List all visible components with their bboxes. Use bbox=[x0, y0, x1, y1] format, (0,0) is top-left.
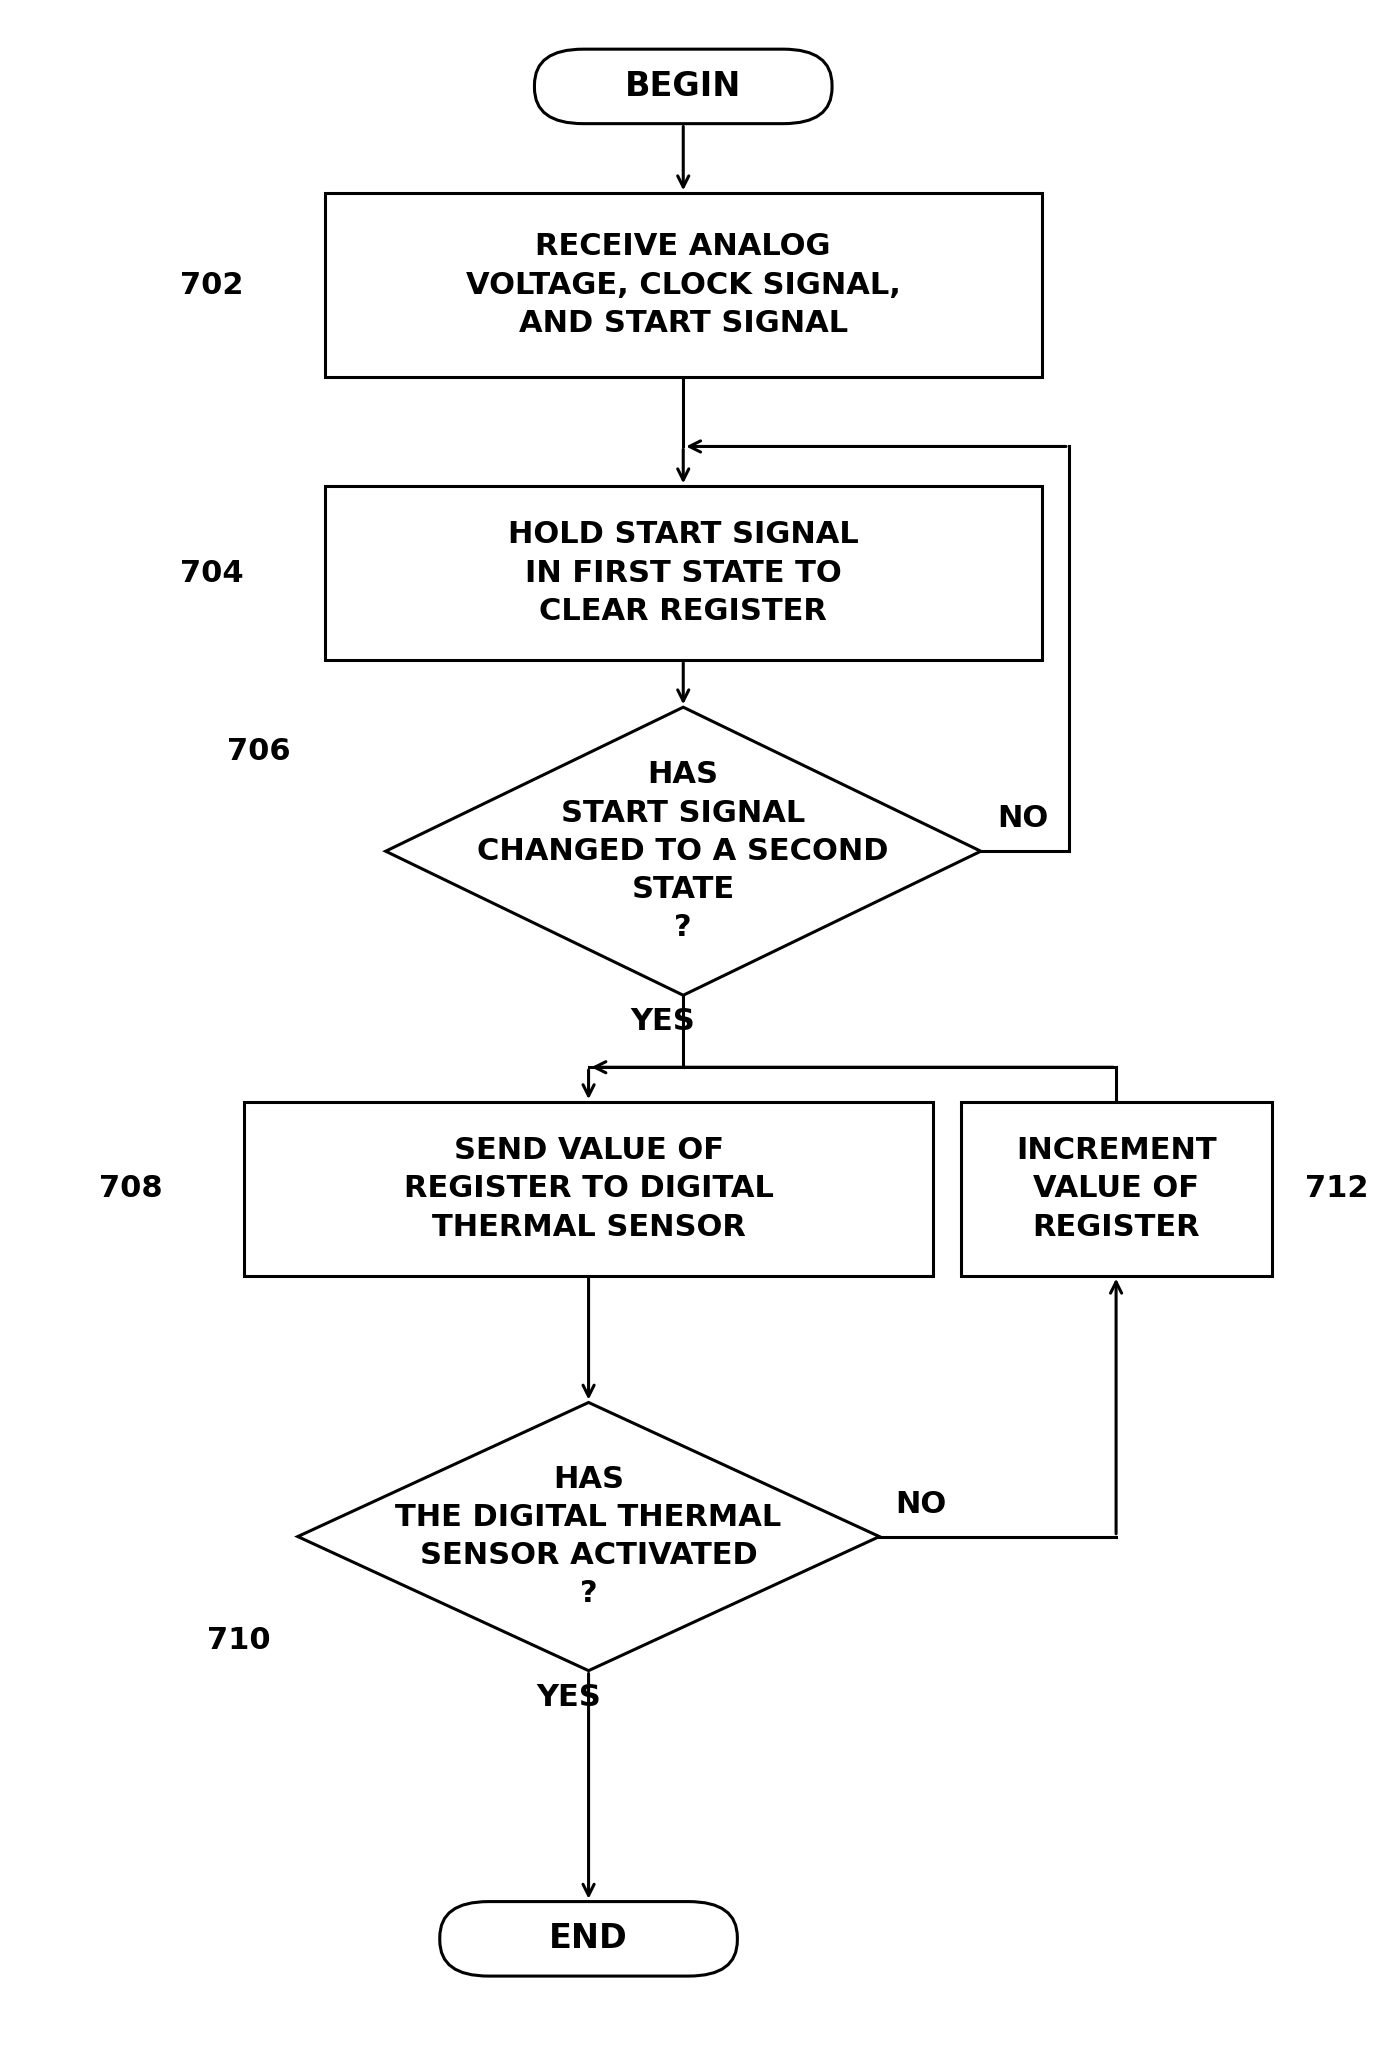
Text: HAS
START SIGNAL
CHANGED TO A SECOND
STATE
?: HAS START SIGNAL CHANGED TO A SECOND STA… bbox=[477, 760, 889, 941]
Text: INCREMENT
VALUE OF
REGISTER: INCREMENT VALUE OF REGISTER bbox=[1015, 1137, 1216, 1242]
FancyBboxPatch shape bbox=[440, 1901, 738, 1976]
Text: BEGIN: BEGIN bbox=[626, 70, 742, 103]
Text: 708: 708 bbox=[98, 1174, 162, 1203]
Text: 712: 712 bbox=[1305, 1174, 1369, 1203]
Text: HAS
THE DIGITAL THERMAL
SENSOR ACTIVATED
?: HAS THE DIGITAL THERMAL SENSOR ACTIVATED… bbox=[395, 1465, 782, 1609]
Text: YES: YES bbox=[535, 1683, 601, 1712]
Text: END: END bbox=[549, 1922, 628, 1955]
Text: NO: NO bbox=[896, 1489, 947, 1518]
Bar bbox=[961, 1102, 1272, 1275]
Text: SEND VALUE OF
REGISTER TO DIGITAL
THERMAL SENSOR: SEND VALUE OF REGISTER TO DIGITAL THERMA… bbox=[404, 1137, 774, 1242]
Text: NO: NO bbox=[997, 803, 1049, 834]
Text: 704: 704 bbox=[180, 558, 244, 587]
Bar bbox=[244, 1102, 933, 1275]
Text: 702: 702 bbox=[180, 270, 244, 299]
Text: HOLD START SIGNAL
IN FIRST STATE TO
CLEAR REGISTER: HOLD START SIGNAL IN FIRST STATE TO CLEA… bbox=[508, 521, 859, 626]
Polygon shape bbox=[298, 1403, 879, 1671]
FancyBboxPatch shape bbox=[534, 49, 832, 124]
Text: YES: YES bbox=[631, 1007, 695, 1036]
Bar bbox=[325, 486, 1042, 659]
Text: RECEIVE ANALOG
VOLTAGE, CLOCK SIGNAL,
AND START SIGNAL: RECEIVE ANALOG VOLTAGE, CLOCK SIGNAL, AN… bbox=[466, 233, 900, 338]
Text: 706: 706 bbox=[227, 737, 291, 766]
Bar bbox=[325, 194, 1042, 377]
Polygon shape bbox=[386, 707, 981, 995]
Text: 710: 710 bbox=[207, 1625, 270, 1656]
